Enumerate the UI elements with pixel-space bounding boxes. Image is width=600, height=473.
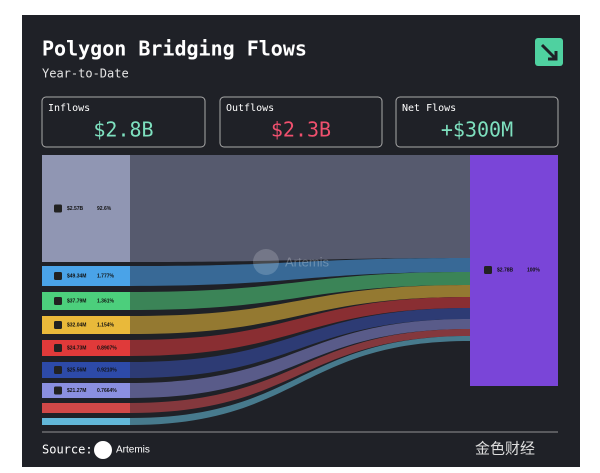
source-share: 0.9210% <box>97 367 117 373</box>
source-icon <box>54 204 62 213</box>
source-icon <box>54 344 62 352</box>
logo <box>535 38 563 66</box>
source-node <box>42 292 130 310</box>
target-node <box>470 155 558 386</box>
source-share: 92.6% <box>97 206 112 212</box>
flow-band <box>130 272 470 310</box>
source-node <box>42 383 130 398</box>
stat-value: $2.3B <box>271 118 331 142</box>
source-label: Source: <box>42 443 93 457</box>
stat-label: Inflows <box>48 103 90 114</box>
title: Polygon Bridging Flows <box>42 37 307 61</box>
source-icon <box>54 272 62 280</box>
flow-band <box>130 297 470 356</box>
source-icon <box>54 321 62 329</box>
source-icon <box>54 297 62 305</box>
source-share: 0.8907% <box>97 345 117 351</box>
source-amount: $37.79M <box>67 298 86 304</box>
source-amount: $21.27M <box>67 388 86 394</box>
source-share: 1.154% <box>97 322 115 328</box>
source-node <box>42 362 130 378</box>
flow-band <box>130 285 470 334</box>
stat-box <box>219 96 383 148</box>
stat-box <box>41 96 206 148</box>
source-node <box>42 418 130 425</box>
stat-value: +$300M <box>441 118 513 142</box>
source-icon <box>54 366 62 374</box>
stat-value: $2.8B <box>93 118 153 142</box>
target-icon <box>484 266 492 274</box>
source-icon <box>54 386 62 395</box>
flow-band <box>130 319 470 398</box>
stat-box <box>395 96 559 148</box>
source-node <box>42 340 130 356</box>
flow-band <box>130 155 470 262</box>
source-node <box>42 316 130 334</box>
source-share: 1.777% <box>97 273 115 279</box>
source-node <box>42 266 130 286</box>
stat-label: Net Flows <box>402 103 456 114</box>
source-logo <box>94 441 112 459</box>
source-amount: $25.56M <box>67 367 86 373</box>
watermark: Artemis <box>285 254 330 269</box>
source-name: Artemis <box>116 445 150 456</box>
target-amount: $2.78B <box>497 267 514 273</box>
source-amount: $24.73M <box>67 345 86 351</box>
flow-band <box>130 336 470 425</box>
source-share: 1.361% <box>97 298 115 304</box>
source-share: 0.7664% <box>97 388 117 394</box>
watermark-logo <box>253 249 279 275</box>
stat-label: Outflows <box>226 103 274 114</box>
source-amount: $32.04M <box>67 322 86 328</box>
corner-mark: 金色财经 <box>475 440 535 458</box>
source-node <box>42 403 130 413</box>
source-amount: $49.34M <box>67 273 86 279</box>
source-amount: $2.57B <box>67 206 84 212</box>
flow-band <box>130 308 470 378</box>
flow-band <box>130 258 470 286</box>
subtitle: Year-to-Date <box>42 67 129 81</box>
flow-band <box>130 329 470 413</box>
target-share: 100% <box>527 267 540 273</box>
